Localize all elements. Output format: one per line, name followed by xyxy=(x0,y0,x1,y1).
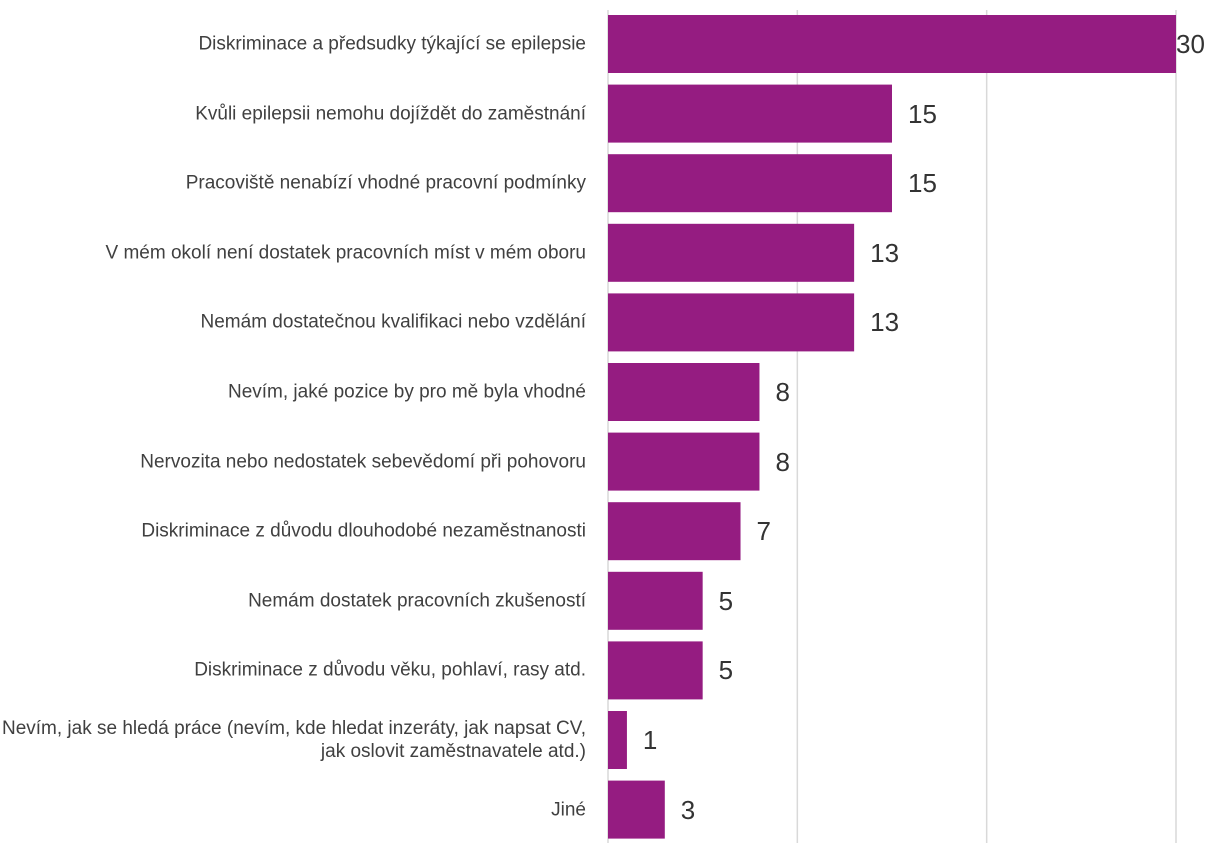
value-label: 5 xyxy=(718,655,734,686)
bar xyxy=(608,293,855,352)
bar xyxy=(608,571,703,630)
bar xyxy=(608,15,1176,73)
category-label: Nevím, jaké pozice by pro mě byla vhodné xyxy=(227,381,586,403)
value-label: 1 xyxy=(642,725,658,755)
category-label: Pracoviště nenabízí vhodné pracovní podm… xyxy=(185,172,586,194)
bar xyxy=(608,502,741,561)
value-label: 15 xyxy=(908,168,937,199)
value-label: 13 xyxy=(870,237,900,268)
bar xyxy=(608,432,760,491)
bar xyxy=(608,641,703,700)
category-label: Nevím, jak se hledá práce (nevím, kde hl… xyxy=(1,718,586,762)
bar xyxy=(608,84,892,143)
category-label: Diskriminace a předsudky týkající se epi… xyxy=(198,33,586,55)
bar xyxy=(608,363,760,421)
category-label: Nemám dostatečnou kvalifikaci nebo vzděl… xyxy=(200,311,586,333)
category-label: Nervozita nebo nedostatek sebevědomí při… xyxy=(140,451,586,473)
value-label: 13 xyxy=(870,307,900,338)
bar xyxy=(608,711,627,769)
category-label: Kvůli epilepsii nemohu dojíždět do zaměs… xyxy=(195,103,586,125)
category-label: V mém okolí není dostatek pracovních mís… xyxy=(105,242,586,264)
category-label: Jiné xyxy=(551,799,586,821)
bar xyxy=(608,780,665,839)
bar xyxy=(608,223,855,282)
category-label: Diskriminace z důvodu dlouhodobé nezaměs… xyxy=(141,520,586,542)
category-label: Diskriminace z důvodu věku, pohlaví, ras… xyxy=(194,659,586,681)
value-label: 5 xyxy=(718,585,734,616)
category-label: Nemám dostatek pracovních zkušeností xyxy=(248,590,586,612)
value-label: 7 xyxy=(756,516,771,547)
bar xyxy=(608,154,892,213)
value-label: 30 xyxy=(1176,29,1205,59)
value-label: 15 xyxy=(908,98,937,129)
value-label: 3 xyxy=(680,794,696,825)
value-label: 8 xyxy=(775,446,790,477)
value-label: 8 xyxy=(775,377,790,407)
